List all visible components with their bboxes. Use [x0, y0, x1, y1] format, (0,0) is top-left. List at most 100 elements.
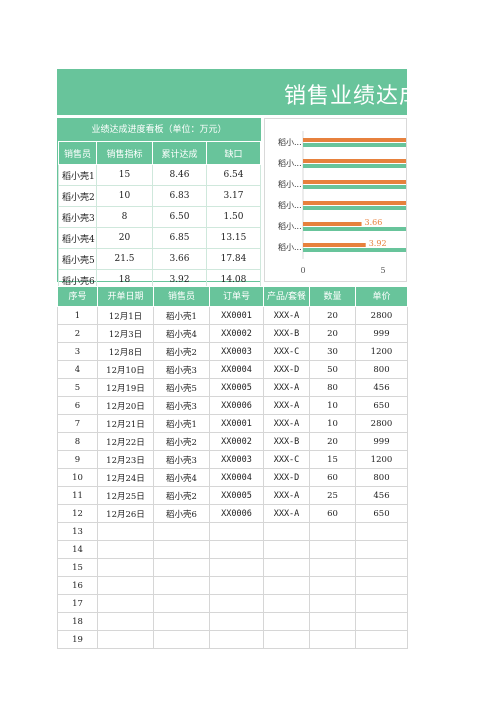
table-cell[interactable]: 14 [57, 540, 98, 559]
table-cell[interactable]: 2800 [355, 414, 408, 433]
table-cell[interactable]: 3 [57, 342, 98, 361]
summary-cell[interactable]: 13.15 [206, 227, 261, 249]
table-cell[interactable]: XX0006 [209, 504, 264, 523]
table-cell[interactable]: 12月22日 [97, 432, 154, 451]
table-cell[interactable]: XXX-A [263, 486, 310, 505]
table-cell[interactable]: 稻小壳3 [153, 450, 210, 469]
table-cell[interactable] [153, 540, 210, 559]
table-cell[interactable] [355, 612, 408, 631]
table-cell[interactable]: XX0001 [209, 306, 264, 325]
table-cell[interactable]: 稻小壳3 [153, 360, 210, 379]
table-cell[interactable]: 稻小壳4 [153, 468, 210, 487]
table-cell[interactable]: XX0002 [209, 432, 264, 451]
table-cell[interactable]: 2800 [355, 306, 408, 325]
table-cell[interactable]: 60 [309, 468, 356, 487]
table-cell[interactable]: 6 [57, 396, 98, 415]
table-cell[interactable]: XXX-C [263, 342, 310, 361]
table-cell[interactable] [97, 576, 154, 595]
table-cell[interactable]: 456 [355, 378, 408, 397]
table-cell[interactable]: 650 [355, 504, 408, 523]
table-cell[interactable]: XXX-D [263, 468, 310, 487]
table-cell[interactable]: 800 [355, 360, 408, 379]
table-cell[interactable] [263, 612, 310, 631]
table-cell[interactable]: 12月20日 [97, 396, 154, 415]
table-cell[interactable] [97, 522, 154, 541]
summary-cell[interactable]: 稻小壳4 [58, 227, 97, 249]
table-cell[interactable] [97, 594, 154, 613]
table-cell[interactable]: 456 [355, 486, 408, 505]
table-cell[interactable]: XXX-A [263, 396, 310, 415]
table-cell[interactable]: XX0003 [209, 450, 264, 469]
table-cell[interactable]: 1200 [355, 450, 408, 469]
table-cell[interactable]: 稻小壳5 [153, 378, 210, 397]
table-cell[interactable] [97, 558, 154, 577]
table-cell[interactable] [209, 576, 264, 595]
table-cell[interactable] [355, 522, 408, 541]
table-cell[interactable] [263, 558, 310, 577]
table-cell[interactable] [263, 576, 310, 595]
summary-cell[interactable]: 8 [96, 206, 153, 228]
table-cell[interactable]: 20 [309, 306, 356, 325]
table-cell[interactable]: XXX-A [263, 378, 310, 397]
table-cell[interactable] [209, 540, 264, 559]
table-cell[interactable]: 4 [57, 360, 98, 379]
summary-cell[interactable]: 稻小壳1 [58, 164, 97, 186]
table-cell[interactable] [209, 594, 264, 613]
table-cell[interactable]: 80 [309, 378, 356, 397]
table-cell[interactable]: 12月3日 [97, 324, 154, 343]
summary-cell[interactable]: 1.50 [206, 206, 261, 228]
table-cell[interactable] [355, 594, 408, 613]
summary-cell[interactable]: 6.83 [152, 185, 207, 207]
table-cell[interactable]: 9 [57, 450, 98, 469]
table-cell[interactable]: 1200 [355, 342, 408, 361]
table-cell[interactable]: XXX-A [263, 504, 310, 523]
table-cell[interactable]: 稻小壳1 [153, 306, 210, 325]
table-cell[interactable]: XXX-B [263, 324, 310, 343]
table-cell[interactable]: 13 [57, 522, 98, 541]
table-cell[interactable]: 稻小壳6 [153, 504, 210, 523]
table-cell[interactable]: 12月26日 [97, 504, 154, 523]
table-cell[interactable] [153, 576, 210, 595]
table-cell[interactable]: XX0001 [209, 414, 264, 433]
table-cell[interactable] [309, 612, 356, 631]
table-cell[interactable] [309, 594, 356, 613]
table-cell[interactable]: 12月21日 [97, 414, 154, 433]
summary-cell[interactable]: 稻小壳5 [58, 248, 97, 270]
table-cell[interactable]: XXX-B [263, 432, 310, 451]
table-cell[interactable]: 12月25日 [97, 486, 154, 505]
summary-cell[interactable]: 17.84 [206, 248, 261, 270]
table-cell[interactable]: 稻小壳2 [153, 342, 210, 361]
table-cell[interactable] [309, 540, 356, 559]
table-cell[interactable] [263, 630, 310, 649]
table-cell[interactable]: XX0003 [209, 342, 264, 361]
table-cell[interactable] [153, 558, 210, 577]
table-cell[interactable] [355, 558, 408, 577]
summary-cell[interactable]: 10 [96, 185, 153, 207]
table-cell[interactable]: 19 [57, 630, 98, 649]
table-cell[interactable]: 10 [309, 396, 356, 415]
table-cell[interactable]: XXX-C [263, 450, 310, 469]
table-cell[interactable]: 800 [355, 468, 408, 487]
table-cell[interactable] [209, 558, 264, 577]
table-cell[interactable] [263, 594, 310, 613]
table-cell[interactable]: 10 [57, 468, 98, 487]
summary-cell[interactable]: 15 [96, 164, 153, 186]
table-cell[interactable] [309, 630, 356, 649]
table-cell[interactable] [97, 630, 154, 649]
table-cell[interactable]: XX0004 [209, 468, 264, 487]
table-cell[interactable]: 12月23日 [97, 450, 154, 469]
table-cell[interactable] [309, 576, 356, 595]
table-cell[interactable]: 12月10日 [97, 360, 154, 379]
table-cell[interactable]: 60 [309, 504, 356, 523]
summary-cell[interactable]: 稻小壳2 [58, 185, 97, 207]
table-cell[interactable]: 16 [57, 576, 98, 595]
table-cell[interactable] [97, 612, 154, 631]
table-cell[interactable]: 20 [309, 324, 356, 343]
table-cell[interactable]: 1 [57, 306, 98, 325]
table-cell[interactable] [153, 522, 210, 541]
table-cell[interactable] [153, 630, 210, 649]
table-cell[interactable] [355, 540, 408, 559]
summary-cell[interactable]: 6.54 [206, 164, 261, 186]
table-cell[interactable] [355, 576, 408, 595]
table-cell[interactable]: 650 [355, 396, 408, 415]
